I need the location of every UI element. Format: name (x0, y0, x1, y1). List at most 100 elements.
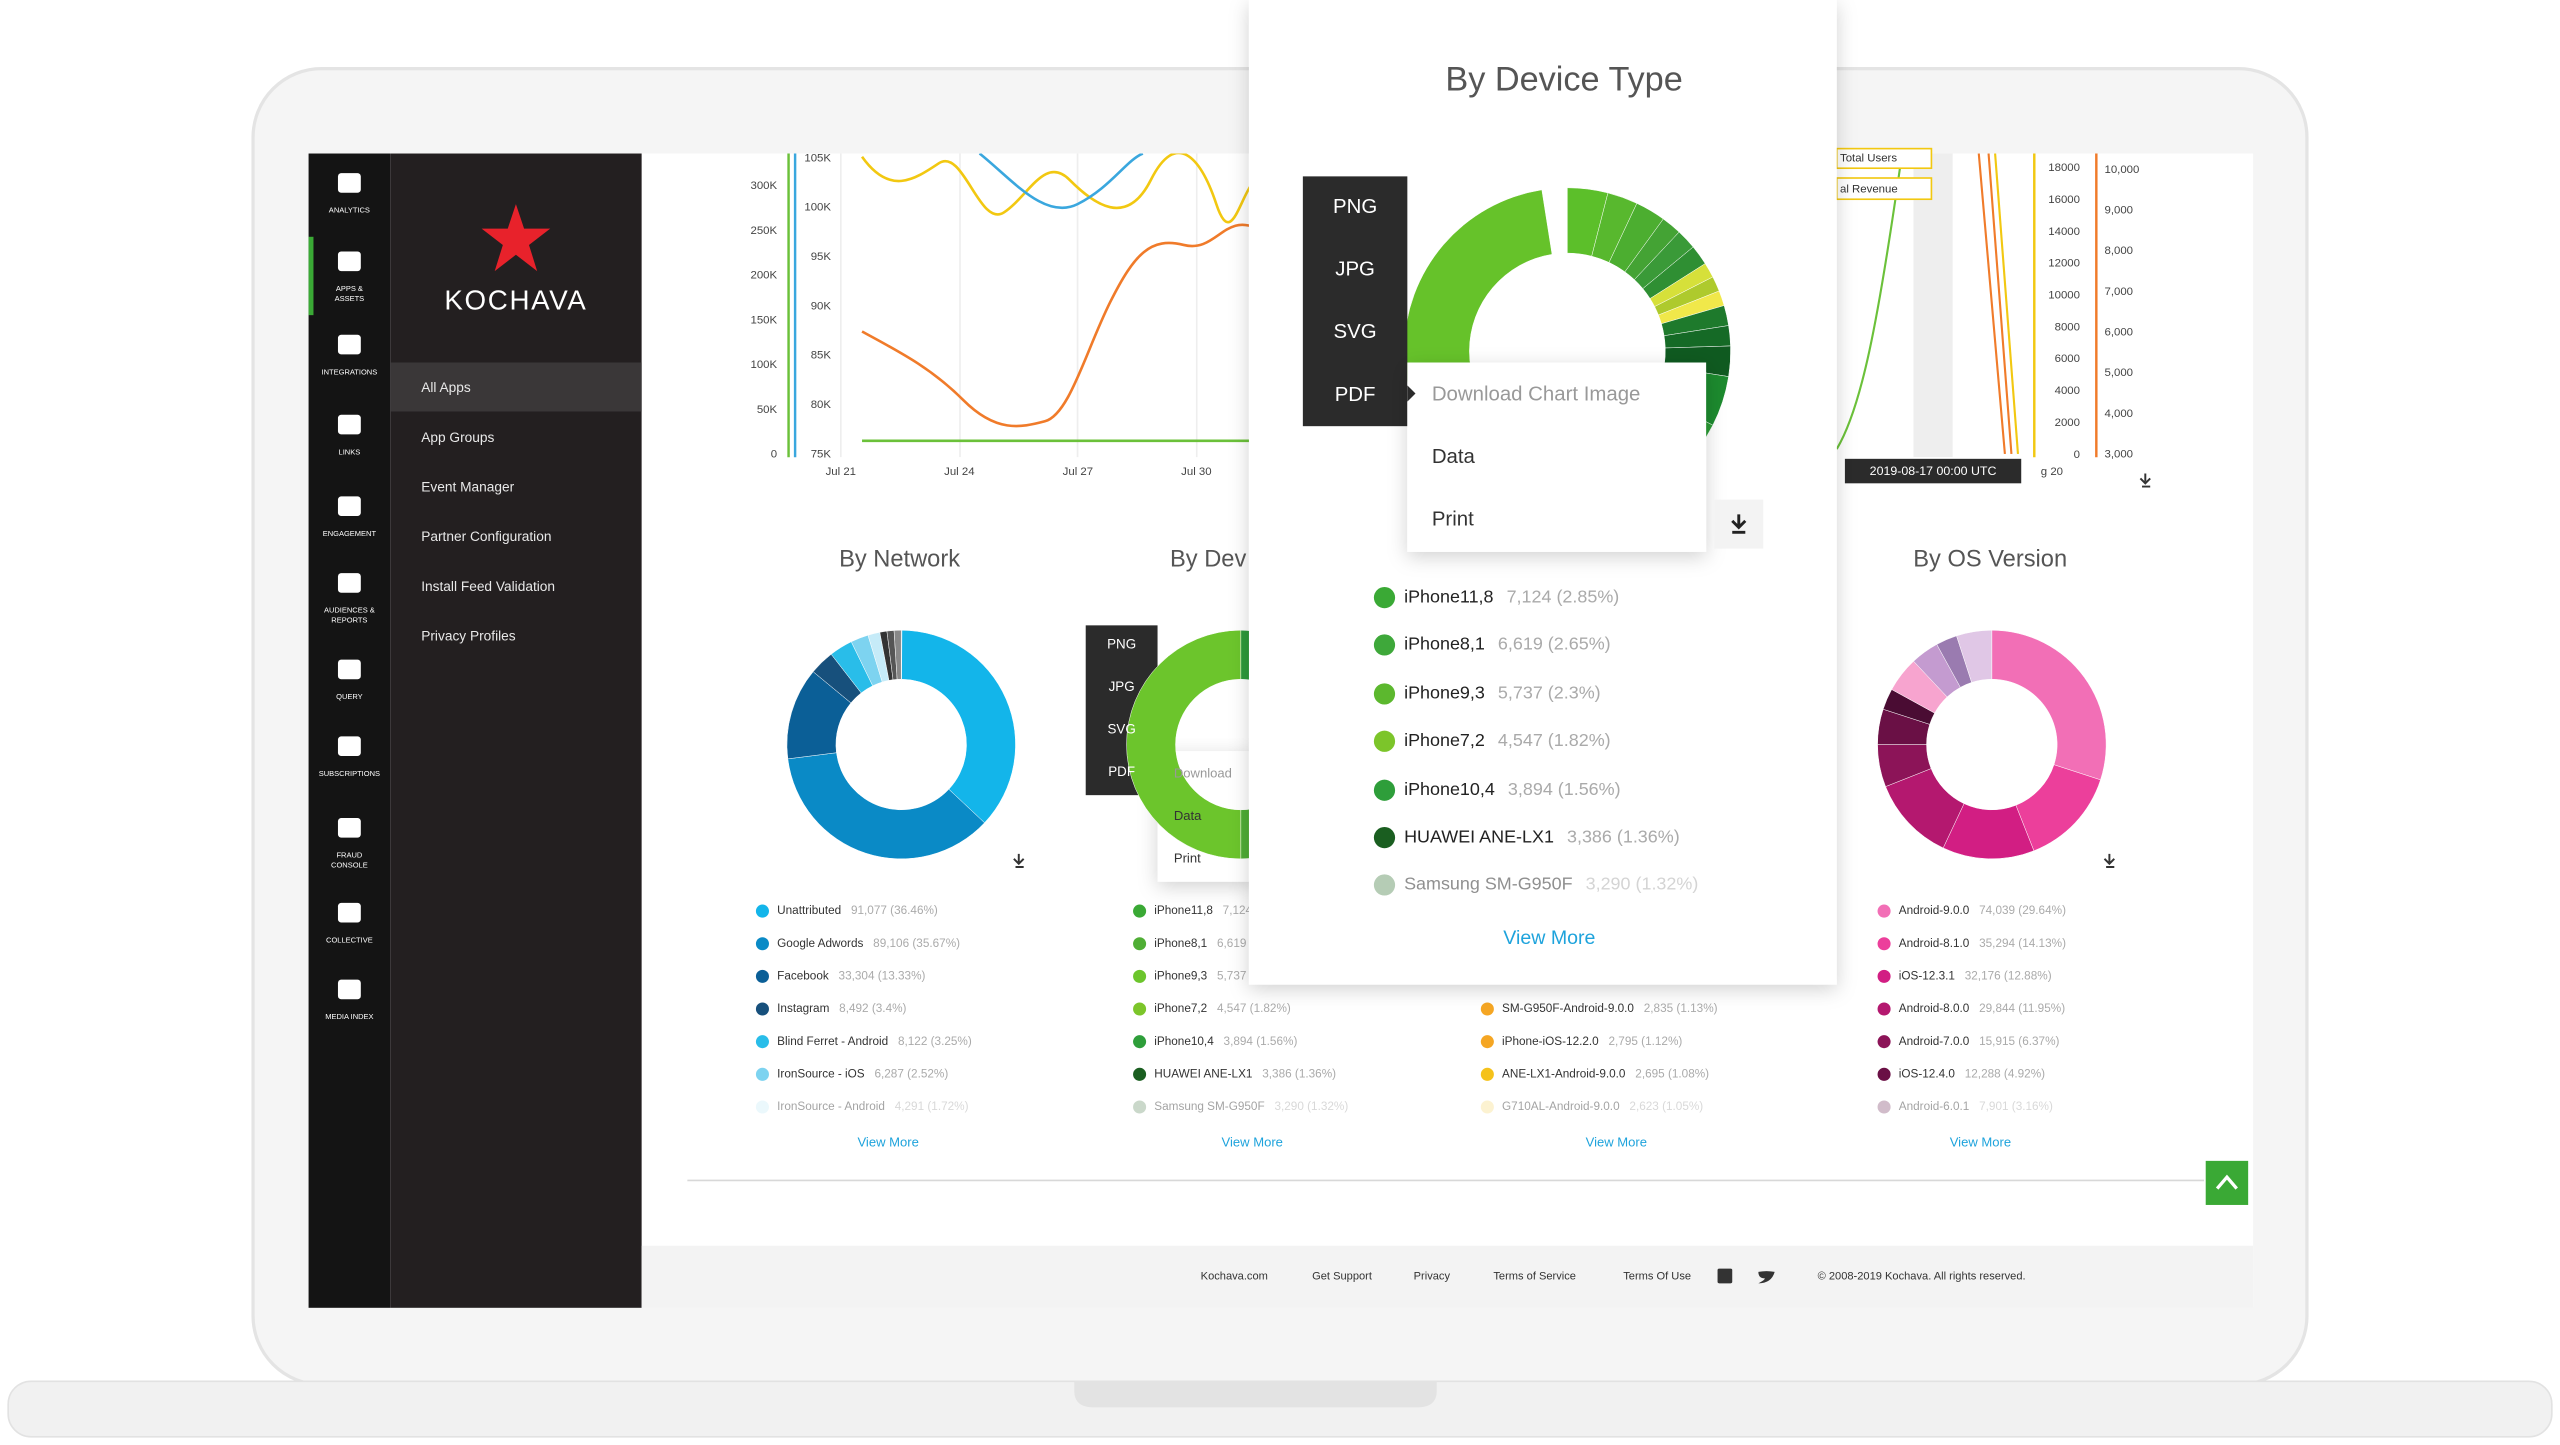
export-option[interactable]: Print (1432, 509, 1474, 531)
nav-label[interactable]: ENGAGEMENT (323, 529, 377, 538)
nav-icon[interactable] (337, 496, 361, 516)
nav-label[interactable]: LINKS (339, 447, 361, 456)
export-format[interactable]: PDF (1108, 764, 1135, 779)
nav-label[interactable]: CONSOLE (331, 860, 368, 869)
facebook-icon[interactable] (1717, 1268, 1733, 1284)
legend-value: 91,077 (36.46%) (851, 904, 938, 917)
export-format[interactable]: PNG (1107, 636, 1136, 651)
nav-icon[interactable] (337, 902, 361, 923)
x-tick-label: Jul 27 (1063, 466, 1093, 478)
legend-dot (1133, 1067, 1147, 1081)
export-format[interactable]: SVG (1334, 321, 1377, 343)
y-tick-label: 100K (751, 359, 778, 371)
export-format[interactable]: PNG (1333, 196, 1377, 218)
export-format[interactable]: SVG (1108, 721, 1136, 736)
legend-value: 2,795 (1.12%) (1609, 1035, 1683, 1048)
legend-name: iPhone7,2 (1154, 1002, 1207, 1015)
nav-icon[interactable] (337, 414, 361, 435)
donut-slice (900, 630, 903, 680)
export-option[interactable]: Print (1174, 850, 1201, 865)
legend-dot (1480, 1067, 1494, 1081)
export-option[interactable]: Download Chart Image (1432, 384, 1641, 406)
scroll-top-button[interactable] (2205, 1160, 2249, 1205)
nav-icon[interactable] (337, 173, 361, 193)
menu-item[interactable]: All Apps (421, 380, 471, 395)
nav-label[interactable]: SUBSCRIPTIONS (319, 769, 380, 778)
legend-name: G710AL-Android-9.0.0 (1502, 1100, 1620, 1113)
legend-dot (1877, 969, 1891, 983)
nav-label[interactable]: AUDIENCES & (324, 606, 375, 615)
nav-icon[interactable] (337, 573, 361, 593)
download-icon[interactable] (2139, 473, 2151, 488)
export-format[interactable]: PDF (1335, 384, 1376, 406)
nav-icon[interactable] (337, 979, 361, 1000)
nav-icon[interactable] (337, 659, 361, 680)
export-option[interactable]: Data (1174, 808, 1202, 823)
export-format[interactable]: JPG (1109, 679, 1135, 694)
legend-dot (1133, 937, 1147, 951)
y-tick-label: 14000 (2048, 226, 2080, 238)
menu-item[interactable]: Privacy Profiles (421, 628, 516, 643)
download-icon[interactable] (2103, 853, 2115, 868)
footer-link[interactable]: Terms Of Use (1623, 1271, 1691, 1283)
icon-bar (308, 153, 391, 1308)
legend-name: Facebook (777, 969, 829, 982)
y-tick-label: 150K (751, 314, 778, 326)
nav-icon[interactable] (337, 736, 361, 756)
nav-label[interactable]: ASSETS (335, 294, 365, 303)
export-option[interactable]: Download (1174, 765, 1232, 780)
legend-name: iPhone10,4 (1404, 779, 1495, 799)
legend-value: 4,547 (1.82%) (1498, 730, 1611, 750)
legend-value: 3,386 (1.36%) (1262, 1067, 1336, 1080)
nav-label[interactable]: FRAUD (336, 851, 362, 860)
nav-label[interactable]: INTEGRATIONS (322, 367, 378, 376)
view-more[interactable]: View More (1950, 1134, 2011, 1149)
legend-value: 3,386 (1.36%) (1567, 826, 1680, 846)
footer-link[interactable]: Privacy (1414, 1271, 1451, 1283)
menu-item[interactable]: Partner Configuration (421, 529, 551, 544)
y-tick-label: 16000 (2048, 194, 2080, 206)
y-tick-label: 8,000 (2104, 245, 2133, 257)
y-tick-label: 6,000 (2104, 326, 2133, 338)
legend-name: Android-7.0.0 (1899, 1035, 1970, 1048)
view-more[interactable]: View More (1586, 1134, 1647, 1149)
legend-name: Blind Ferret - Android (777, 1035, 888, 1048)
footer-link[interactable]: Kochava.com (1201, 1271, 1268, 1283)
legend-dot (755, 937, 769, 951)
panel-title: By OS Version (1913, 546, 2067, 572)
y-tick-label: 3,000 (2104, 448, 2133, 460)
nav-label[interactable]: REPORTS (331, 615, 367, 624)
brand: KOCHAVA (444, 284, 587, 315)
popup-title: By Device Type (1445, 61, 1682, 99)
legend-dot (1877, 1035, 1891, 1049)
menu-item[interactable]: App Groups (421, 430, 494, 445)
footer-link[interactable]: Get Support (1312, 1271, 1372, 1283)
download-icon[interactable] (1731, 514, 1747, 534)
nav-label[interactable]: ANALYTICS (329, 206, 370, 215)
nav-label[interactable]: MEDIA INDEX (325, 1012, 373, 1021)
view-more[interactable]: View More (1222, 1134, 1283, 1149)
twitter-icon[interactable] (1758, 1271, 1775, 1284)
view-more[interactable]: View More (857, 1134, 918, 1149)
download-icon[interactable] (1013, 853, 1025, 868)
nav-icon[interactable] (337, 251, 361, 272)
nav-label[interactable]: QUERY (336, 692, 363, 701)
y-tick-label: 12000 (2048, 258, 2080, 270)
legend-value: 3,290 (1.32%) (1586, 874, 1699, 894)
export-format[interactable]: JPG (1335, 258, 1375, 280)
footer-link[interactable]: Terms of Service (1493, 1271, 1576, 1283)
nav-icon[interactable] (337, 818, 361, 838)
nav-label[interactable]: APPS & (336, 284, 363, 293)
logo-star (481, 204, 551, 272)
line-series (978, 153, 1144, 210)
menu-item[interactable]: Event Manager (421, 480, 514, 495)
nav-label[interactable]: COLLECTIVE (326, 935, 373, 944)
export-option[interactable]: Data (1432, 446, 1476, 468)
legend-value: 8,122 (3.25%) (898, 1035, 972, 1048)
view-more[interactable]: View More (1503, 927, 1595, 949)
y-tick-label: 90K (811, 300, 832, 312)
legend-name: Google Adwords (777, 937, 863, 950)
menu-item[interactable]: Install Feed Validation (421, 579, 555, 594)
nav-icon[interactable] (337, 334, 361, 355)
legend-value: 2,835 (1.13%) (1644, 1002, 1718, 1015)
